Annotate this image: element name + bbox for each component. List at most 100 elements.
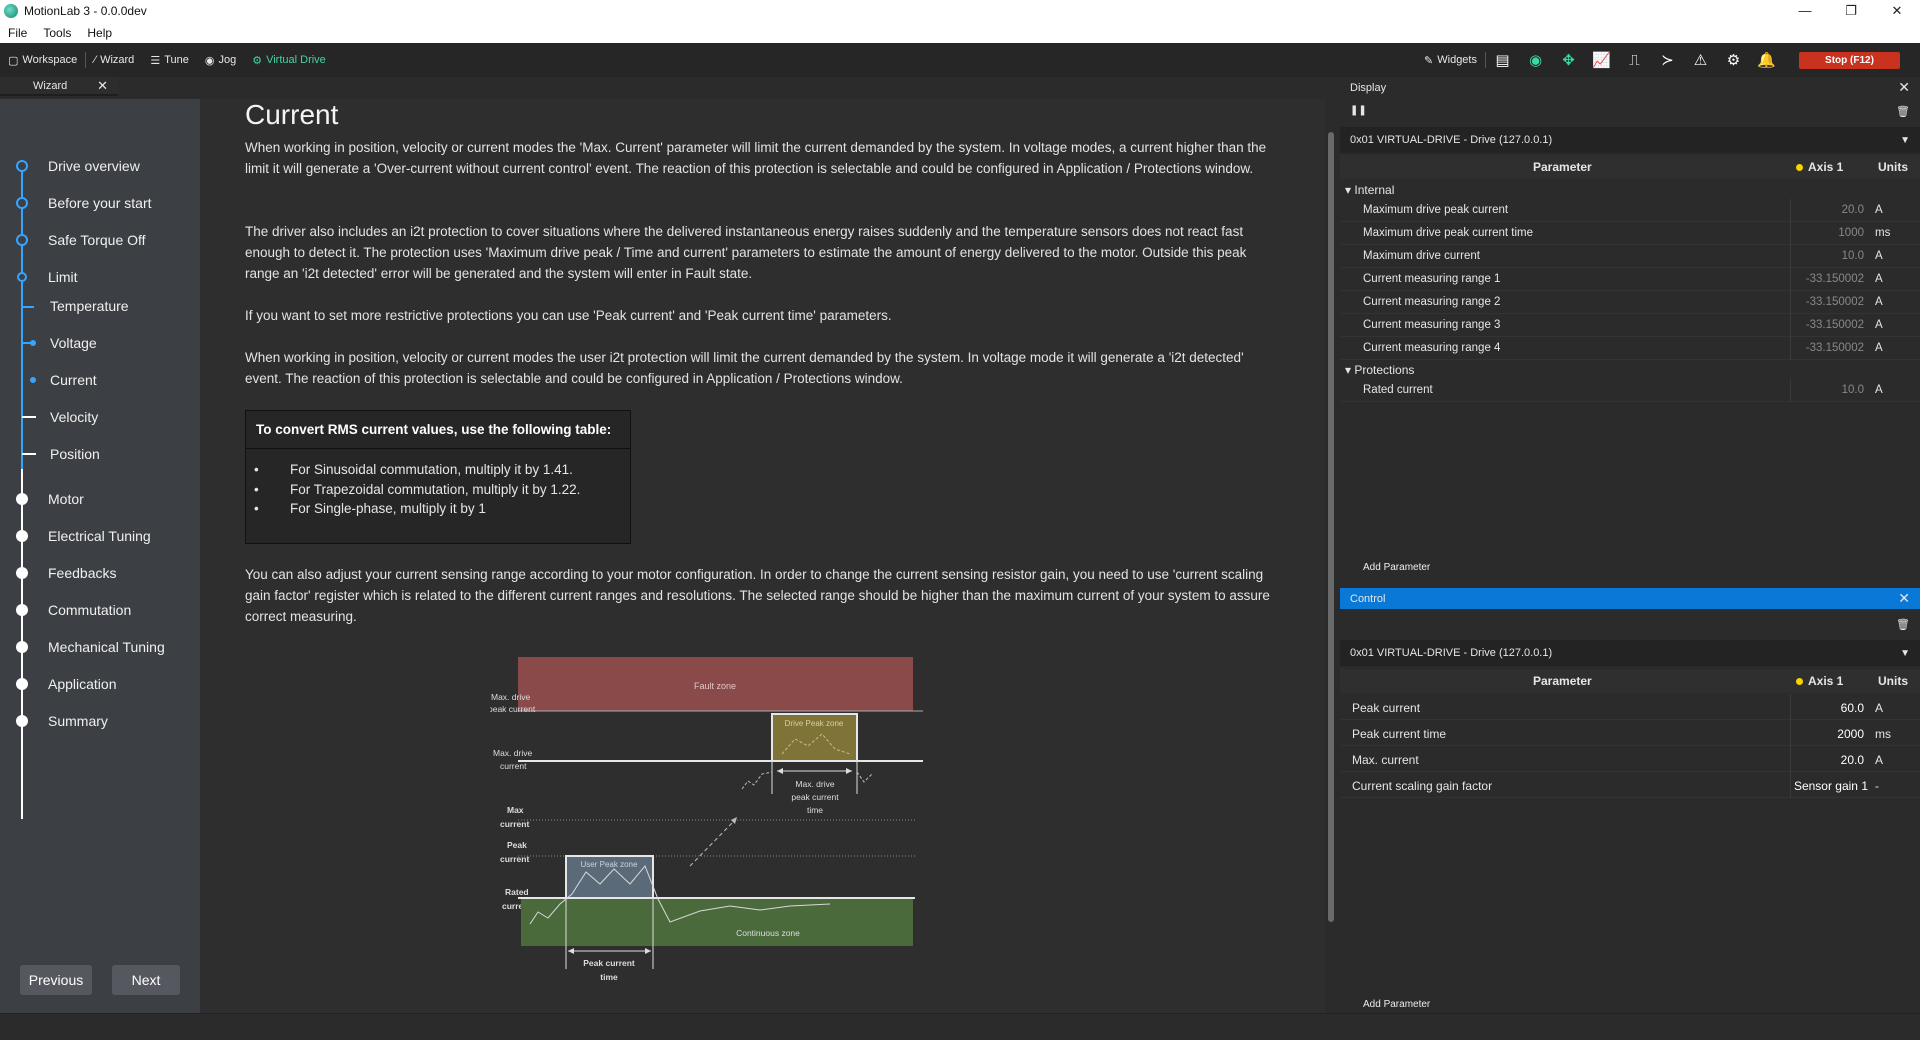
jog-button[interactable]: ◉ Jog — [197, 43, 244, 77]
step-safe-torque-off[interactable]: Safe Torque Off — [0, 225, 200, 255]
menu-help[interactable]: Help — [87, 25, 113, 40]
virtual-drive-label: Virtual Drive — [266, 54, 326, 66]
toolbar-divider — [1485, 52, 1486, 68]
trash-icon[interactable]: 🗑 — [1896, 619, 1910, 631]
move-arrows-icon[interactable]: ✥ — [1562, 52, 1575, 69]
eye-icon[interactable]: ◉ — [1528, 52, 1543, 69]
step-position[interactable]: Position — [0, 439, 200, 469]
widgets-button[interactable]: ✎ Widgets — [1416, 43, 1485, 77]
signal-pulse-icon[interactable]: ⎍ — [1629, 51, 1640, 69]
wizard-content: Current When working in position, veloci… — [200, 99, 1325, 1013]
label-max-drive-peak-time: Max. drive — [795, 779, 834, 789]
table-row[interactable]: Peak current time 2000 ms — [1340, 720, 1920, 746]
paragraph-sensing-range: You can also adjust your current sensing… — [245, 567, 1270, 624]
menu-tools[interactable]: Tools — [43, 25, 72, 40]
wizard-steps-sidebar: Drive overview Before your start Safe To… — [0, 99, 200, 1013]
dashed-arrow — [689, 819, 736, 867]
display-drive-row[interactable]: 0x01 VIRTUAL-DRIVE - Drive (127.0.0.1) ▼ — [1340, 127, 1920, 153]
close-window-button[interactable]: ✕ — [1891, 3, 1903, 18]
previous-button[interactable]: Previous — [20, 965, 92, 995]
step-temperature[interactable]: Temperature — [0, 291, 200, 321]
param-unit: A — [1875, 701, 1884, 715]
table-row: Maximum drive peak current time 1000 ms — [1340, 222, 1920, 245]
col-divider — [1790, 245, 1791, 268]
paragraph-max-current: When working in position, velocity or cu… — [245, 140, 1267, 176]
table-row[interactable]: Current scaling gain factor Sensor gain … — [1340, 772, 1920, 798]
param-name: Current measuring range 3 — [1363, 319, 1501, 331]
label-peak-current: current — [500, 854, 529, 864]
step-status-dot — [16, 234, 28, 246]
pause-icon[interactable]: ❚❚ — [1350, 105, 1367, 116]
next-button[interactable]: Next — [112, 965, 180, 995]
table-row[interactable]: Peak current 60.0 A — [1340, 694, 1920, 720]
col-divider — [1790, 222, 1791, 245]
step-before-your-start[interactable]: Before your start — [0, 188, 200, 218]
group-internal[interactable]: ▾ Internal — [1340, 181, 1920, 199]
step-feedbacks[interactable]: Feedbacks — [0, 558, 200, 588]
step-current[interactable]: Current — [0, 365, 200, 395]
step-commutation[interactable]: Commutation — [0, 595, 200, 625]
param-name: Current scaling gain factor — [1352, 779, 1493, 793]
close-tab-icon[interactable]: ✕ — [97, 77, 108, 93]
add-parameter-display[interactable]: Add Parameter — [1363, 562, 1431, 573]
register-table-icon[interactable]: ▤ — [1495, 52, 1510, 69]
toolbar-divider — [85, 52, 87, 68]
stop-button[interactable]: Stop (F12) — [1799, 51, 1900, 69]
chart-icon[interactable]: 📈 — [1592, 52, 1611, 69]
col-axis: Axis 1 — [1808, 160, 1844, 174]
col-divider — [1790, 314, 1791, 337]
param-value-input[interactable]: 60.0 — [1840, 701, 1864, 715]
step-status-dot — [16, 715, 28, 727]
add-parameter-control[interactable]: Add Parameter — [1363, 999, 1431, 1010]
param-value-input[interactable]: 2000 — [1837, 727, 1864, 741]
arrow-head — [731, 817, 737, 824]
step-velocity[interactable]: Velocity — [0, 402, 200, 432]
chevron-down-icon[interactable]: ▼ — [1900, 647, 1910, 659]
step-summary[interactable]: Summary — [0, 706, 200, 736]
warning-icon[interactable]: ⚠ — [1693, 52, 1708, 69]
rms-item: • For Single-phase, multiply it by 1 — [254, 499, 630, 519]
col-divider — [1790, 379, 1791, 402]
gear-icon[interactable]: ⚙ — [1726, 52, 1741, 69]
trash-icon[interactable]: 🗑 — [1896, 106, 1910, 118]
table-row: Current measuring range 3 -33.150002 A — [1340, 314, 1920, 337]
tab-wizard[interactable]: Wizard ✕ — [0, 77, 118, 96]
maximize-button[interactable]: ❐ — [1845, 3, 1857, 18]
step-electrical-tuning[interactable]: Electrical Tuning — [0, 521, 200, 551]
bell-icon[interactable]: 🔔 — [1757, 52, 1776, 69]
param-value-input[interactable]: 20.0 — [1840, 753, 1864, 767]
step-voltage[interactable]: Voltage — [0, 328, 200, 358]
content-scrollbar[interactable] — [1328, 132, 1334, 922]
param-value: -33.150002 — [1805, 273, 1864, 285]
step-motor[interactable]: Motor — [0, 484, 200, 514]
param-value-select[interactable]: Sensor gain 1 — [1793, 779, 1868, 793]
group-protections[interactable]: ▾ Protections — [1340, 361, 1920, 379]
step-limit[interactable]: Limit — [0, 262, 200, 292]
param-name: Peak current — [1352, 701, 1421, 715]
terminal-icon[interactable]: ≻ — [1661, 52, 1674, 69]
step-label: Motor — [48, 491, 84, 507]
step-status-dot — [16, 160, 28, 172]
menu-file[interactable]: File — [8, 25, 28, 40]
step-mechanical-tuning[interactable]: Mechanical Tuning — [0, 632, 200, 662]
label-max-current: Max — [507, 805, 524, 815]
tune-button[interactable]: ☰ Tune — [142, 43, 197, 77]
control-drive-row[interactable]: 0x01 VIRTUAL-DRIVE - Drive (127.0.0.1) ▼ — [1340, 640, 1920, 666]
label-max-drive-current: current — [500, 761, 527, 771]
virtual-drive-button[interactable]: ⚙ Virtual Drive — [244, 43, 334, 77]
chevron-down-icon[interactable]: ▼ — [1900, 134, 1910, 146]
close-display-icon[interactable]: ✕ — [1898, 79, 1910, 95]
table-row[interactable]: Max. current 20.0 A — [1340, 746, 1920, 772]
wizard-button[interactable]: ⁄ Wizard — [86, 43, 142, 77]
display-panel-header: Display ✕ — [1340, 77, 1920, 98]
minimize-button[interactable]: — — [1798, 3, 1812, 18]
step-application[interactable]: Application — [0, 669, 200, 699]
step-label: Commutation — [48, 602, 132, 618]
workspace-button[interactable]: ▢ Workspace — [0, 43, 85, 77]
close-control-icon[interactable]: ✕ — [1898, 590, 1910, 606]
step-drive-overview[interactable]: Drive overview — [0, 151, 200, 181]
table-row: Current measuring range 2 -33.150002 A — [1340, 291, 1920, 314]
param-value: 10.0 — [1841, 250, 1864, 262]
workspace-label: Workspace — [22, 54, 78, 66]
param-name: Current measuring range 1 — [1363, 273, 1501, 285]
